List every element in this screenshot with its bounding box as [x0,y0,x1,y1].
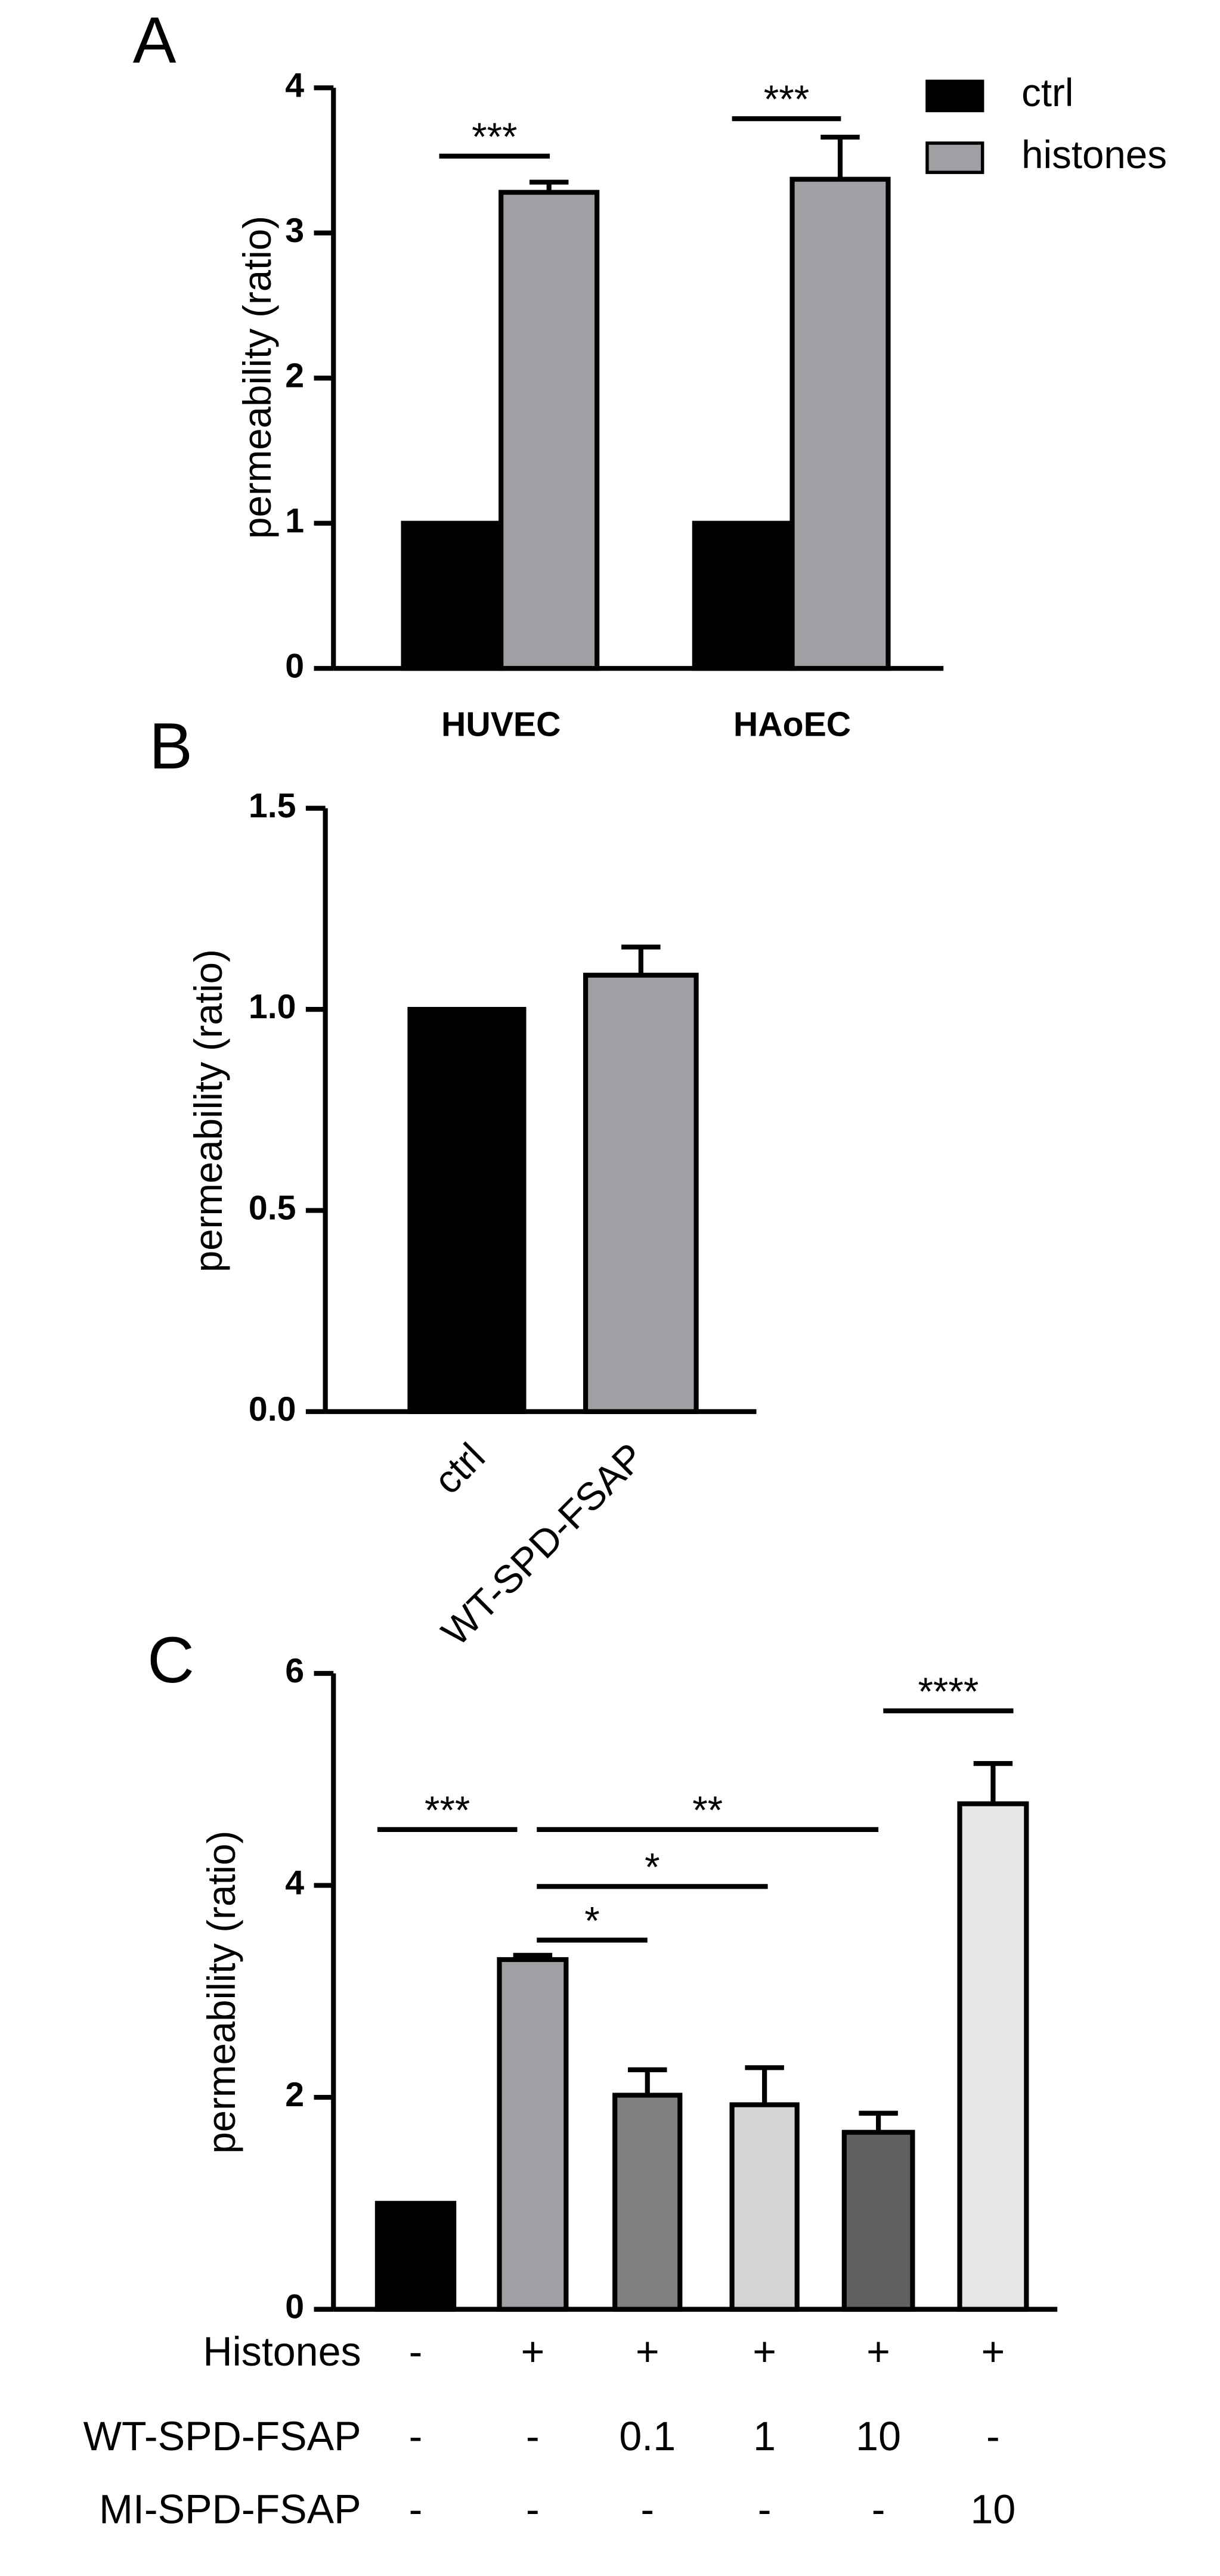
bar [583,972,699,1414]
condition-cell: 1 [753,2414,776,2459]
y-tick-label: 0.0 [249,1390,296,1428]
y-tick-label: 1.5 [249,787,296,825]
significance-label: *** [764,78,809,121]
y-tick-label: 1.0 [249,988,296,1026]
x-tick-label: HUVEC [441,705,561,743]
y-axis-label: permeability (ratio) [236,216,279,539]
y-axis-label: permeability (ratio) [187,949,230,1272]
bar [729,2102,800,2312]
condition-cell: - [526,2414,540,2459]
condition-label: MI-SPD-FSAP [99,2487,361,2532]
significance-label: * [645,1845,659,1889]
condition-cell: 10 [970,2487,1015,2532]
condition-cell: + [636,2329,659,2374]
bar [612,2093,683,2312]
condition-cell: - [409,2487,423,2532]
condition-label: WT-SPD-FSAP [83,2414,361,2459]
bar [957,1801,1029,2312]
condition-label: Histones [203,2329,361,2374]
condition-cell: - [409,2414,423,2459]
bar [789,176,891,671]
bar [497,1957,569,2312]
y-tick-label: 3 [285,212,304,250]
condition-cell: + [981,2329,1005,2374]
bar [841,2129,915,2312]
y-tick-label: 0.5 [249,1189,296,1227]
y-tick-label: 6 [285,1652,304,1690]
significance-label: *** [425,1788,470,1832]
y-axis-label: permeability (ratio) [200,1831,243,2154]
panel-letter: C [147,1624,194,1697]
bar [407,1007,527,1414]
significance-label: **** [918,1670,979,1713]
condition-cell: 0.1 [619,2414,676,2459]
y-tick-label: 0 [285,647,304,685]
x-tick-label: HAoEC [733,705,851,743]
panel-letter: A [133,4,177,77]
condition-cell: - [872,2487,885,2532]
condition-cell: - [986,2414,1000,2459]
y-tick-label: 0 [285,2288,304,2326]
panel-letter: B [149,710,193,783]
significance-label: * [584,1899,599,1942]
condition-cell: - [640,2487,654,2532]
bar [692,520,795,671]
bar [401,520,504,671]
condition-cell: - [409,2329,423,2374]
condition-cell: - [758,2487,772,2532]
bar [374,2200,457,2312]
legend-label: ctrl [1021,71,1073,114]
condition-cell: + [753,2329,776,2374]
y-tick-label: 2 [285,2076,304,2114]
y-tick-label: 2 [285,357,304,395]
x-tick-label: ctrl [426,1435,493,1502]
legend-label: histones [1021,133,1167,176]
condition-cell: 10 [856,2414,901,2459]
y-tick-label: 4 [285,66,304,104]
condition-cell: - [526,2487,540,2532]
condition-cell: + [521,2329,545,2374]
legend-swatch [925,141,984,174]
legend-swatch [925,79,984,113]
y-tick-label: 1 [285,502,304,540]
significance-label: *** [472,115,517,159]
condition-cell: + [866,2329,890,2374]
significance-label: ** [692,1788,723,1832]
bar [498,190,600,671]
y-tick-label: 4 [285,1864,304,1902]
